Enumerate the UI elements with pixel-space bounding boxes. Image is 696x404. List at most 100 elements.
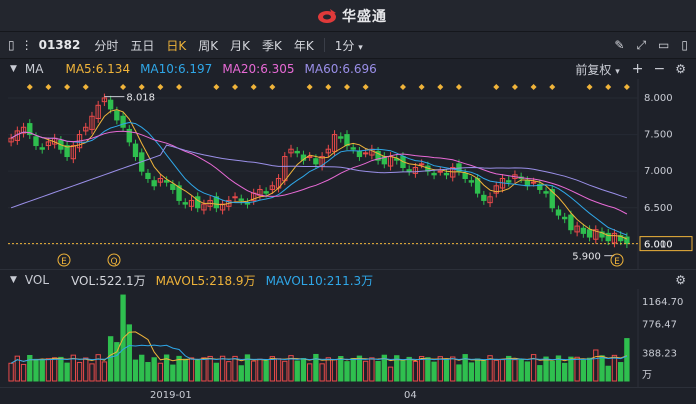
candle[interactable]	[195, 192, 201, 213]
candle[interactable]	[437, 166, 443, 176]
period-tab-0[interactable]: 分时	[94, 38, 119, 53]
candle[interactable]	[599, 227, 605, 242]
settings-icon[interactable]: ⚙	[675, 62, 686, 76]
candle[interactable]	[543, 187, 549, 198]
candle[interactable]	[387, 152, 394, 171]
candle[interactable]	[288, 144, 294, 158]
period-tab-4[interactable]: 月K	[230, 38, 251, 53]
collapse-icon[interactable]: ▼	[10, 64, 17, 74]
event-diamond-icon[interactable]	[493, 84, 500, 90]
candle[interactable]	[145, 168, 151, 183]
candle[interactable]	[586, 225, 593, 242]
event-diamond-icon[interactable]	[586, 84, 593, 90]
event-e-icon[interactable]: E	[57, 253, 71, 267]
layout-icon[interactable]: ▭	[658, 38, 670, 52]
candle[interactable]	[549, 185, 555, 213]
candle[interactable]	[213, 192, 220, 213]
candle[interactable]	[39, 143, 45, 154]
settings-icon[interactable]: ⚙	[675, 273, 686, 287]
candle[interactable]	[624, 232, 630, 249]
candle[interactable]	[406, 165, 412, 176]
candle[interactable]	[219, 199, 226, 215]
candle[interactable]	[126, 125, 132, 147]
event-diamond-icon[interactable]	[399, 84, 406, 90]
event-diamond-icon[interactable]	[64, 84, 71, 90]
candle[interactable]	[132, 139, 139, 161]
candle[interactable]	[157, 174, 164, 187]
candle[interactable]	[188, 196, 195, 211]
event-diamond-icon[interactable]	[157, 84, 164, 90]
pen-icon[interactable]: ✎	[614, 38, 625, 52]
candle[interactable]	[182, 198, 188, 209]
candle[interactable]	[232, 192, 238, 202]
list-icon[interactable]: ⋮	[20, 38, 33, 52]
event-e-icon[interactable]: E	[610, 253, 624, 267]
candle[interactable]	[70, 141, 76, 164]
period-tab-1[interactable]: 五日	[130, 38, 155, 53]
candle[interactable]	[580, 223, 587, 238]
candle[interactable]	[350, 143, 356, 154]
candle[interactable]	[369, 144, 375, 160]
candle[interactable]	[201, 199, 207, 215]
event-diamond-icon[interactable]	[455, 84, 462, 90]
candle[interactable]	[338, 132, 344, 143]
candle[interactable]	[170, 179, 176, 194]
event-diamond-icon[interactable]	[232, 84, 239, 90]
candle[interactable]	[593, 225, 599, 244]
candle[interactable]	[163, 176, 170, 187]
event-diamond-icon[interactable]	[530, 84, 537, 90]
period-tab-5[interactable]: 季K	[262, 38, 282, 53]
candle[interactable]	[481, 190, 487, 205]
candle[interactable]	[555, 205, 562, 220]
event-diamond-icon[interactable]	[269, 84, 276, 90]
candle[interactable]	[176, 181, 182, 205]
candle[interactable]	[568, 210, 574, 235]
minus-icon[interactable]: −	[653, 61, 666, 77]
candle[interactable]	[562, 212, 568, 224]
candle[interactable]	[493, 181, 499, 198]
event-diamond-icon[interactable]	[120, 84, 127, 90]
candle[interactable]	[300, 150, 307, 165]
candle[interactable]	[83, 122, 89, 136]
candle[interactable]	[95, 100, 101, 123]
event-diamond-icon[interactable]	[362, 84, 369, 90]
event-diamond-icon[interactable]	[176, 84, 183, 90]
adjust-select[interactable]: 前复权 ▾	[575, 61, 619, 78]
candle[interactable]	[617, 231, 624, 246]
add-icon[interactable]: +	[631, 61, 644, 77]
event-diamond-icon[interactable]	[45, 84, 52, 90]
vol-label[interactable]: VOL	[24, 273, 50, 287]
candle[interactable]	[8, 133, 14, 147]
event-diamond-icon[interactable]	[250, 84, 257, 90]
event-diamond-icon[interactable]	[343, 84, 350, 90]
candle[interactable]	[269, 181, 276, 194]
event-diamond-icon[interactable]	[623, 84, 630, 90]
event-diamond-icon[interactable]	[511, 84, 518, 90]
event-diamond-icon[interactable]	[325, 84, 332, 90]
candle[interactable]	[375, 147, 381, 165]
period-tab-2[interactable]: 日K	[166, 38, 187, 53]
event-q-icon[interactable]: Q	[107, 253, 121, 267]
collapse-icon[interactable]: ▼	[10, 275, 17, 285]
candle[interactable]	[64, 141, 70, 161]
candle[interactable]	[107, 95, 114, 114]
candle[interactable]	[294, 147, 300, 158]
candle[interactable]	[506, 176, 512, 187]
candle[interactable]	[356, 147, 363, 161]
candle[interactable]	[325, 144, 332, 158]
candle[interactable]	[468, 176, 475, 187]
more-icon[interactable]: ▯	[681, 38, 688, 52]
period-tab-3[interactable]: 周K	[198, 38, 219, 53]
event-diamond-icon[interactable]	[213, 84, 220, 90]
event-diamond-icon[interactable]	[549, 84, 556, 90]
candle[interactable]	[611, 228, 618, 248]
candle[interactable]	[151, 176, 157, 191]
event-diamond-icon[interactable]	[138, 84, 145, 90]
event-diamond-icon[interactable]	[437, 84, 444, 90]
candle[interactable]	[344, 130, 350, 150]
event-diamond-icon[interactable]	[418, 84, 425, 90]
candle[interactable]	[20, 122, 27, 138]
candle[interactable]	[443, 168, 450, 180]
candle[interactable]	[487, 192, 493, 208]
